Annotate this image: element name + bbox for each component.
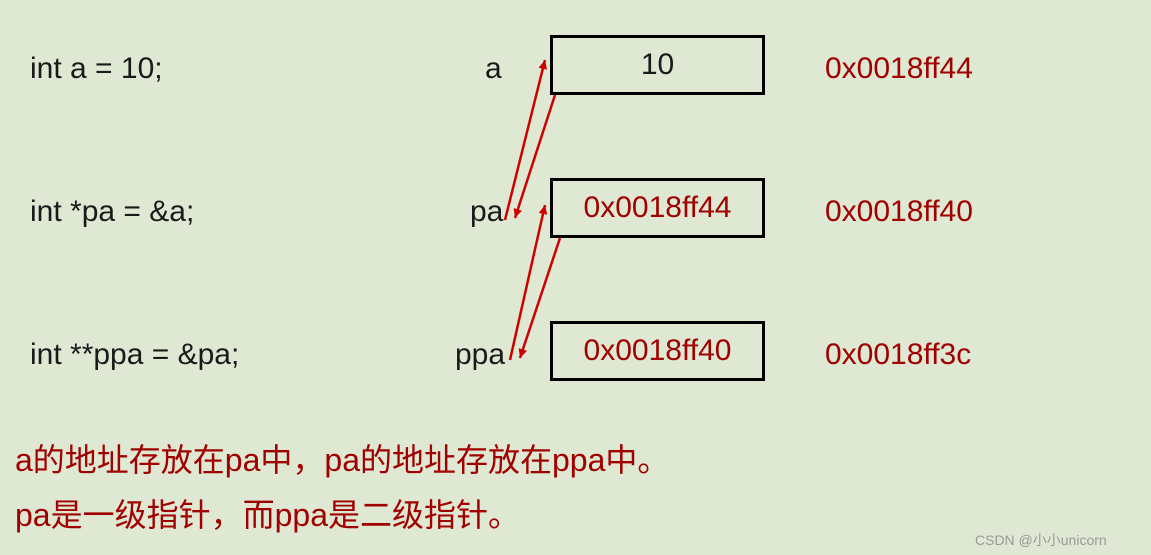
code-line-2: int **ppa = &pa; [30, 338, 239, 372]
explain-line-1: a的地址存放在pa中，pa的地址存放在ppa中。 [15, 435, 669, 481]
code-line-0: int a = 10; [30, 52, 163, 86]
var-label-0: a [485, 52, 502, 86]
var-label-1: pa [470, 195, 503, 229]
memory-box-0: 10 [550, 35, 765, 95]
address-text-0: 0x0018ff44 [825, 52, 973, 86]
watermark: CSDN @小小unicorn [975, 530, 1107, 550]
memory-box-1: 0x0018ff44 [550, 178, 765, 238]
explain-line-2: pa是一级指针，而ppa是二级指针。 [15, 490, 520, 536]
diagram-canvas: int a = 10; a 10 0x0018ff44 int *pa = &a; pa 0… [0, 0, 1151, 555]
memory-box-2: 0x0018ff40 [550, 321, 765, 381]
var-label-2: ppa [455, 338, 505, 372]
address-text-1: 0x0018ff40 [825, 195, 973, 229]
code-line-1: int *pa = &a; [30, 195, 194, 229]
address-text-2: 0x0018ff3c [825, 338, 971, 372]
